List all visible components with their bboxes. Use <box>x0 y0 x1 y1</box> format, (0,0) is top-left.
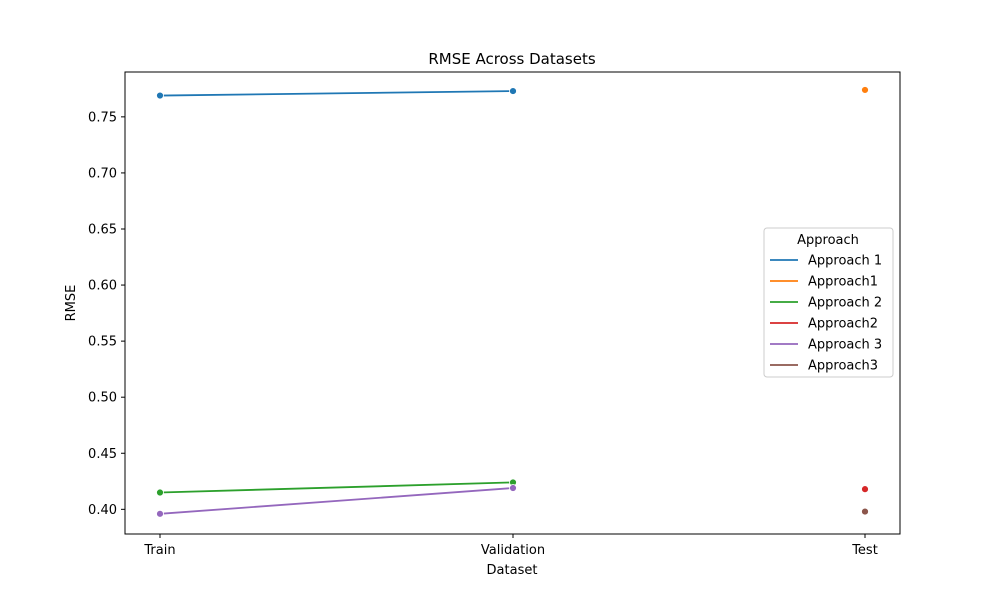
series-1 <box>156 87 517 100</box>
legend-title: Approach <box>797 233 859 248</box>
legend-box <box>763 227 894 378</box>
y-tick-label: 0.45 <box>88 447 117 462</box>
x-axis-label: Dataset <box>487 563 538 578</box>
legend-label: Approach2 <box>808 317 878 332</box>
legend-items: Approach 1 Approach1 Approach 2 Approach2 Ap… <box>770 254 882 374</box>
data-point <box>156 488 164 497</box>
series-4 <box>861 485 869 494</box>
x-axis: Train Validation Test <box>143 534 878 558</box>
data-point <box>509 484 517 492</box>
data-point <box>861 507 869 516</box>
x-tick-label: Validation <box>481 543 545 558</box>
legend-label: Approach1 <box>808 275 878 290</box>
y-axis-label: RMSE <box>64 285 79 322</box>
series-line <box>159 90 514 97</box>
legend-label: Approach 1 <box>808 254 882 269</box>
series-line <box>159 487 514 515</box>
y-axis: 0.40 0.45 0.50 0.55 0.60 0.65 0.70 0.75 <box>88 110 125 518</box>
data-point <box>861 86 869 94</box>
series-layer <box>156 86 869 518</box>
series-6 <box>861 507 869 516</box>
x-tick-label: Train <box>143 543 175 558</box>
y-tick-label: 0.40 <box>88 503 117 518</box>
series-3 <box>156 478 517 497</box>
legend-label: Approach 3 <box>808 338 882 353</box>
y-tick-label: 0.75 <box>88 110 117 125</box>
y-tick-label: 0.70 <box>88 166 117 181</box>
x-tick-label: Test <box>851 543 878 558</box>
y-tick-label: 0.60 <box>88 279 117 294</box>
data-point <box>861 485 869 494</box>
data-point <box>156 91 164 100</box>
y-tick-label: 0.65 <box>88 222 117 237</box>
y-tick-label: 0.50 <box>88 391 117 406</box>
legend-label: Approach3 <box>808 359 878 374</box>
legend-label: Approach 2 <box>808 296 882 311</box>
data-point <box>156 509 164 518</box>
series-5 <box>156 484 517 518</box>
chart-title: RMSE Across Datasets <box>428 50 596 68</box>
y-tick-label: 0.55 <box>88 335 117 350</box>
data-point <box>509 87 517 95</box>
series-line <box>159 481 514 494</box>
series-2 <box>861 86 869 94</box>
